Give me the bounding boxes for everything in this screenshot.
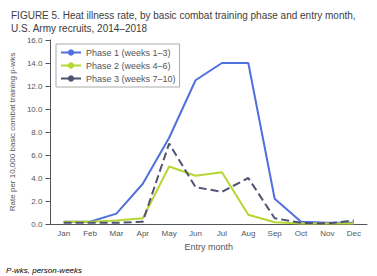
svg-text:Jul: Jul [217,229,227,238]
svg-text:Sep: Sep [268,229,283,238]
svg-text:16.0: 16.0 [27,36,43,45]
svg-text:U.S. Army recruits, 2014–2018: U.S. Army recruits, 2014–2018 [11,23,148,34]
svg-text:6.0: 6.0 [31,151,43,160]
svg-text:4.0: 4.0 [31,174,43,183]
svg-text:Nov: Nov [320,229,334,238]
svg-text:0.0: 0.0 [31,220,43,229]
svg-text:Aug: Aug [241,229,255,238]
svg-text:Jan: Jan [57,229,70,238]
svg-text:Phase 2 (weeks 4–6): Phase 2 (weeks 4–6) [86,61,171,71]
svg-text:Mar: Mar [110,229,124,238]
svg-text:12.0: 12.0 [27,82,43,91]
svg-text:P-wks, person-weeks: P-wks, person-weeks [6,266,82,275]
svg-text:8.0: 8.0 [31,128,43,137]
svg-text:FIGURE 5. Heat illness rate, b: FIGURE 5. Heat illness rate, by basic co… [11,10,358,21]
svg-text:May: May [162,229,177,238]
svg-text:2.0: 2.0 [31,197,43,206]
svg-text:Jun: Jun [189,229,202,238]
svg-text:Apr: Apr [137,229,150,238]
svg-text:Phase 3 (weeks 7–10): Phase 3 (weeks 7–10) [86,74,176,84]
svg-text:Entry month: Entry month [184,242,233,252]
svg-text:10.0: 10.0 [27,105,43,114]
svg-text:Phase 1 (weeks 1–3): Phase 1 (weeks 1–3) [86,48,171,58]
svg-text:Rate per 10,000 basic combat t: Rate per 10,000 basic combat training p-… [8,53,17,211]
svg-text:Oct: Oct [295,229,308,238]
svg-text:14.0: 14.0 [27,59,43,68]
svg-text:Feb: Feb [83,229,97,238]
svg-text:Dec: Dec [347,229,361,238]
